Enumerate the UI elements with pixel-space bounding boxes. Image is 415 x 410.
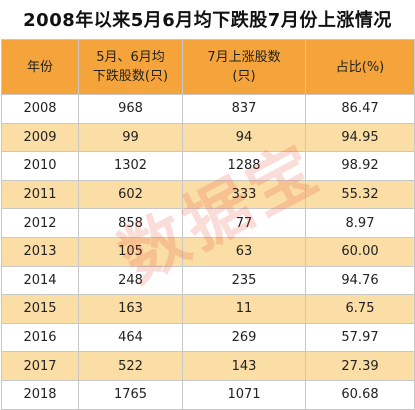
cell-up: 1071 xyxy=(182,379,306,410)
cell-year: 2011 xyxy=(1,179,79,210)
table-row: 2012 858 77 8.97 xyxy=(1,208,415,238)
table-row: 2017 522 143 27.39 xyxy=(1,351,415,381)
cell-down: 464 xyxy=(78,322,183,353)
cell-ratio: 27.39 xyxy=(305,351,415,381)
header-down-count: 5月、6月均 下跌股数(只) xyxy=(78,39,183,95)
table-row: 2014 248 235 94.76 xyxy=(1,265,415,296)
cell-year: 2017 xyxy=(1,351,79,381)
cell-up: 235 xyxy=(182,265,306,296)
cell-up: 94 xyxy=(182,122,306,153)
cell-down: 99 xyxy=(78,122,183,153)
table-row: 2009 99 94 94.95 xyxy=(1,122,415,153)
table-row: 2018 1765 1071 60.68 xyxy=(1,379,415,410)
table-row: 2008 968 837 86.47 xyxy=(1,94,415,124)
cell-year: 2018 xyxy=(1,379,79,410)
cell-year: 2009 xyxy=(1,122,79,153)
cell-up: 1288 xyxy=(182,151,306,181)
cell-up: 11 xyxy=(182,294,306,324)
cell-down: 105 xyxy=(78,236,183,267)
cell-ratio: 60.68 xyxy=(305,379,415,410)
cell-ratio: 55.32 xyxy=(305,179,415,210)
cell-down: 858 xyxy=(78,208,183,238)
cell-ratio: 98.92 xyxy=(305,151,415,181)
cell-down: 968 xyxy=(78,94,183,124)
cell-year: 2016 xyxy=(1,322,79,353)
cell-up: 269 xyxy=(182,322,306,353)
cell-up: 333 xyxy=(182,179,306,210)
cell-ratio: 6.75 xyxy=(305,294,415,324)
cell-ratio: 8.97 xyxy=(305,208,415,238)
table-row: 2011 602 333 55.32 xyxy=(1,179,415,210)
header-up-count: 7月上涨股数 (只) xyxy=(182,39,306,95)
table-row: 2013 105 63 60.00 xyxy=(1,236,415,267)
cell-ratio: 94.76 xyxy=(305,265,415,296)
cell-up: 63 xyxy=(182,236,306,267)
cell-year: 2015 xyxy=(1,294,79,324)
cell-down: 1765 xyxy=(78,379,183,410)
cell-down: 163 xyxy=(78,294,183,324)
cell-ratio: 94.95 xyxy=(305,122,415,153)
data-table: 年份 5月、6月均 下跌股数(只) 7月上涨股数 (只) 占比(%) 2008 … xyxy=(1,39,415,410)
cell-ratio: 57.97 xyxy=(305,322,415,353)
cell-ratio: 60.00 xyxy=(305,236,415,267)
cell-down: 248 xyxy=(78,265,183,296)
cell-year: 2012 xyxy=(1,208,79,238)
header-year: 年份 xyxy=(1,39,79,95)
cell-up: 143 xyxy=(182,351,306,381)
header-down-line2: 下跌股数(只) xyxy=(92,69,169,84)
cell-year: 2010 xyxy=(1,151,79,181)
table-title: 2008年以来5月6月均下跌股7月份上涨情况 xyxy=(23,10,392,31)
cell-down: 522 xyxy=(78,351,183,381)
header-down-line1: 5月、6月均 xyxy=(96,50,165,65)
header-row: 年份 5月、6月均 下跌股数(只) 7月上涨股数 (只) 占比(%) xyxy=(1,39,415,95)
cell-year: 2008 xyxy=(1,94,79,124)
cell-down: 602 xyxy=(78,179,183,210)
table-row: 2010 1302 1288 98.92 xyxy=(1,151,415,181)
cell-year: 2013 xyxy=(1,236,79,267)
cell-ratio: 86.47 xyxy=(305,94,415,124)
table-row: 2016 464 269 57.97 xyxy=(1,322,415,353)
table-row: 2015 163 11 6.75 xyxy=(1,294,415,324)
cell-up: 77 xyxy=(182,208,306,238)
cell-up: 837 xyxy=(182,94,306,124)
cell-down: 1302 xyxy=(78,151,183,181)
header-up-line2: (只) xyxy=(232,69,256,84)
header-up-line1: 7月上涨股数 xyxy=(207,50,281,65)
cell-year: 2014 xyxy=(1,265,79,296)
header-ratio: 占比(%) xyxy=(305,39,415,95)
